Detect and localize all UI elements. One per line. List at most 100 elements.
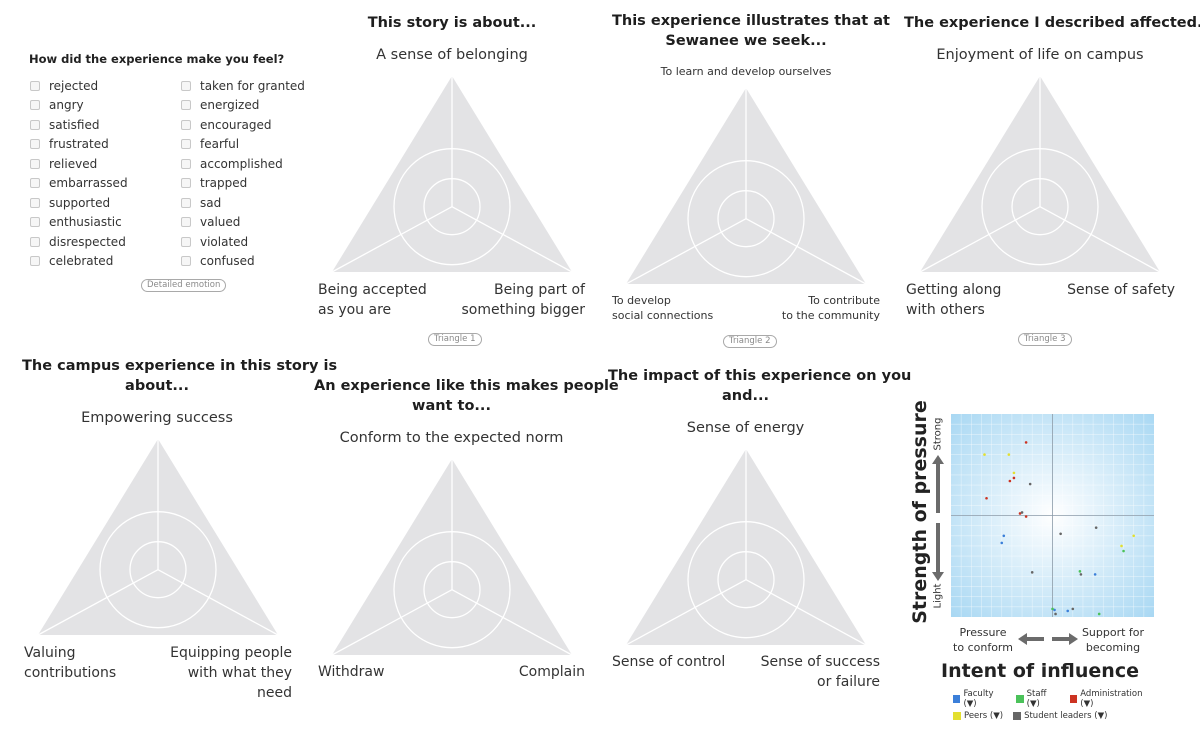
triangle-divider [1039, 206, 1161, 273]
scatter-point [1002, 534, 1006, 538]
emotion-checkbox[interactable] [30, 119, 40, 130]
triangle5-right-label: Complain [518, 664, 585, 680]
emotion-checkbox[interactable] [30, 217, 40, 228]
scatter-point [1000, 541, 1004, 545]
scatter-point [1066, 609, 1070, 613]
emotion-checkbox[interactable] [181, 80, 191, 91]
emotion-checkbox[interactable] [181, 217, 191, 228]
scatter-point [1020, 511, 1024, 514]
emotion-option[interactable]: energized [181, 96, 305, 116]
emotion-label: fearful [200, 137, 240, 152]
triangle2-plot[interactable] [624, 86, 868, 286]
legend-swatch [1013, 711, 1022, 720]
triangle1-right-label: Being part of something bigger [461, 282, 586, 318]
emotion-checkbox[interactable] [30, 197, 40, 208]
emotion-option[interactable]: confused [181, 252, 305, 272]
legend-item[interactable]: Staff (▼) [1016, 689, 1060, 709]
triangle5-title: An experience like this makes people wan… [314, 378, 619, 414]
emotion-option[interactable]: taken for granted [181, 76, 305, 96]
emotion-checkbox[interactable] [30, 100, 40, 111]
emotion-option[interactable]: valued [181, 213, 305, 233]
legend-item[interactable]: Administration (▼) [1069, 689, 1153, 709]
legend-item[interactable]: Student leaders (▼) [1013, 711, 1107, 721]
emotion-option[interactable]: fearful [181, 135, 305, 155]
x-axis-arrows-icon [1018, 633, 1078, 645]
triangle-ring [423, 178, 481, 236]
triangle-ring [393, 148, 511, 266]
emotion-label: sad [200, 195, 222, 210]
emotion-checkbox[interactable] [30, 139, 40, 150]
triangle-divider [745, 579, 867, 646]
scatter-plot[interactable] [951, 414, 1154, 617]
emotion-checkbox[interactable] [181, 236, 191, 247]
emotion-checkbox[interactable] [30, 158, 40, 169]
emotion-option[interactable]: supported [30, 193, 128, 213]
emotion-option[interactable]: disrespected [30, 232, 128, 252]
triangle4-top-label: Empowering success [81, 410, 233, 426]
scatter-point [1053, 608, 1056, 612]
chart-y-axis-title: Strength of pressure [909, 400, 931, 624]
emotion-checkbox[interactable] [181, 256, 191, 267]
triangle3-badge[interactable]: Triangle 3 [1018, 333, 1072, 346]
scatter-point [1024, 441, 1028, 444]
emotion-checkbox[interactable] [30, 236, 40, 247]
triangle2-top-label: To learn and develop ourselves [660, 65, 832, 78]
triangle5-top-label: Conform to the expected norm [339, 430, 564, 446]
emotion-option[interactable]: encouraged [181, 115, 305, 135]
emotion-option[interactable]: frustrated [30, 135, 128, 155]
legend-item[interactable]: Peers (▼) [953, 711, 1003, 721]
triangle2-badge[interactable]: Triangle 2 [723, 335, 777, 348]
scatter-point [985, 496, 988, 500]
triangle3-left-label: Getting along with others [906, 282, 1002, 318]
emotion-checkbox[interactable] [30, 256, 40, 267]
legend-item[interactable]: Faculty (▼) [953, 689, 1006, 709]
emotion-checkbox[interactable] [30, 80, 40, 91]
scatter-point [1059, 532, 1062, 536]
emotion-checkbox[interactable] [181, 119, 191, 130]
y-light-wrap: Light [929, 576, 947, 616]
triangle-divider [625, 218, 747, 285]
emotion-checkbox[interactable] [30, 178, 40, 189]
triangle3-plot[interactable] [918, 74, 1162, 274]
legend-label: Student leaders (▼) [1024, 710, 1108, 721]
emotion-label: angry [49, 98, 84, 113]
legend-label: Staff (▼) [1026, 688, 1047, 709]
emotion-label: confused [200, 254, 255, 269]
legend-label: Peers (▼) [964, 710, 1004, 721]
triangle6-plot[interactable] [624, 447, 868, 647]
emotion-checkbox[interactable] [181, 158, 191, 169]
scatter-point [1054, 612, 1057, 616]
emotion-checkbox[interactable] [181, 178, 191, 189]
triangle1-title: This story is about... [367, 15, 537, 31]
triangle1-plot[interactable] [330, 74, 574, 274]
emotion-option[interactable]: angry [30, 96, 128, 116]
emotion-option[interactable]: enthusiastic [30, 213, 128, 233]
emotion-option[interactable]: celebrated [30, 252, 128, 272]
emotion-label: embarrassed [49, 176, 128, 191]
emotion-option[interactable]: relieved [30, 154, 128, 174]
triangle1-badge[interactable]: Triangle 1 [428, 333, 482, 346]
emotion-list-col1: rejected angry satisfied frustrated relieved… [30, 76, 128, 271]
emotion-checkbox[interactable] [181, 139, 191, 150]
legend-label: Faculty (▼) [963, 688, 994, 709]
triangle4-plot[interactable] [36, 437, 280, 637]
emotion-option[interactable]: satisfied [30, 115, 128, 135]
emotion-label: celebrated [49, 254, 114, 269]
emotion-label: supported [49, 195, 111, 210]
detailed-emotion-badge[interactable]: Detailed emotion [141, 279, 227, 292]
scatter-point [1093, 573, 1097, 576]
emotion-option[interactable]: violated [181, 232, 305, 252]
emotion-option[interactable]: accomplished [181, 154, 305, 174]
triangle5-plot[interactable] [330, 457, 574, 657]
emotion-option[interactable]: trapped [181, 174, 305, 194]
emotion-checkbox[interactable] [181, 100, 191, 111]
y-strong-label: Strong [932, 417, 944, 451]
emotion-label: trapped [200, 176, 248, 191]
triangle-ring [717, 551, 775, 609]
triangle2-left-label: To develop social connections [612, 294, 714, 322]
emotion-option[interactable]: sad [181, 193, 305, 213]
emotion-option[interactable]: rejected [30, 76, 128, 96]
emotion-option[interactable]: embarrassed [30, 174, 128, 194]
emotion-checkbox[interactable] [181, 197, 191, 208]
scatter-point [1030, 571, 1034, 574]
